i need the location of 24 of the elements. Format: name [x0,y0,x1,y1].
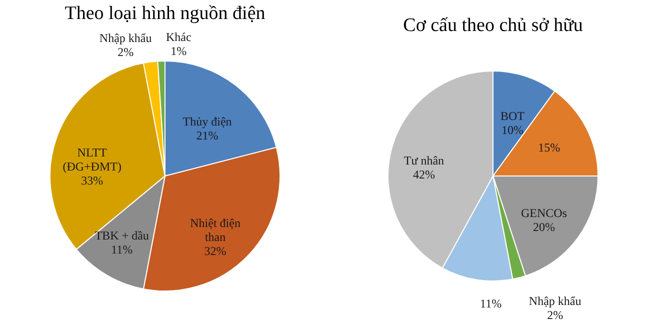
slice-label: BOT [500,109,526,124]
slice-label: Nhập khẩu [99,31,152,46]
slice-label: Tư nhân [404,153,444,168]
data-label: 2% [547,308,564,322]
data-label: 21% [196,128,218,142]
slice-label: Khác [166,30,192,44]
chart-title: Cơ cấu theo chủ sở hữu [403,15,584,36]
data-label: 32% [204,244,226,258]
slice-label: TBK + dầu [94,228,149,242]
data-label: 11% [480,296,502,310]
data-label: 2% [118,45,134,60]
data-label: 20% [532,220,555,234]
slice-label: Thủy điện [182,114,232,128]
data-label: 33% [81,174,104,188]
data-label: 11% [111,242,133,256]
slice-label: NLTT (ĐG+ĐMT) [62,146,122,174]
chart-title: Theo loại hình nguồn điện [64,3,266,24]
slice-label: Nhiệt điện than [190,216,240,244]
data-label: 1% [170,44,187,58]
slice-label: Nhập khẩu [528,294,582,308]
data-label: 15% [538,140,560,154]
data-label: 10% [501,123,524,138]
data-label: 42% [412,167,435,182]
slice-label: GENCOs [520,206,568,220]
